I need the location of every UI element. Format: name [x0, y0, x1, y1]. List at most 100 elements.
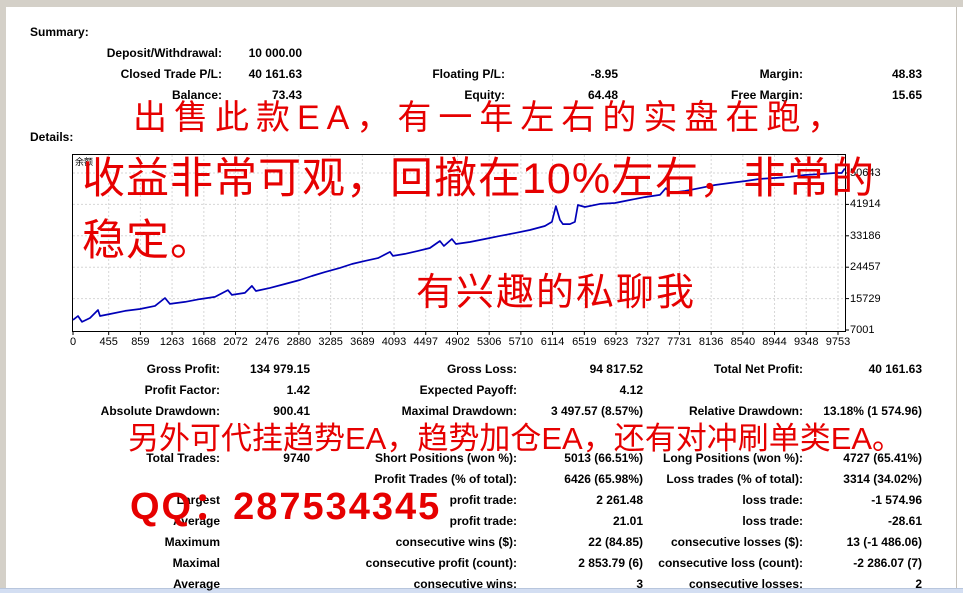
field-value: 134 979.15: [249, 362, 310, 376]
field-label: profit trade:: [449, 514, 517, 528]
y-tick-label: 41914: [850, 198, 881, 211]
field-value: 4.12: [619, 383, 643, 397]
field-label: Margin:: [759, 67, 803, 81]
field-label: loss trade:: [742, 493, 803, 507]
field-value: 6426 (65.98%): [564, 472, 643, 486]
field-value: 13.18% (1 574.96): [823, 404, 922, 418]
details-row: Average profit trade: 21.01 loss trade: …: [0, 514, 963, 528]
details-row: Absolute Drawdown: 900.41 Maximal Drawdo…: [0, 404, 963, 418]
ad-text-line-5: 另外可代挂趋势EA，趋势加仓EA，还有对冲刷单类EA。: [128, 421, 904, 456]
summary-row: Deposit/Withdrawal: 10 000.00: [0, 46, 963, 60]
field-value: 4727 (65.41%): [843, 451, 922, 465]
field-label: Equity:: [464, 88, 505, 102]
x-tick-label: 859: [131, 336, 150, 348]
field-label: consecutive loss (count):: [658, 556, 803, 570]
y-tick-label: 15729: [850, 292, 881, 305]
field-label: consecutive wins:: [413, 577, 517, 591]
field-label: Closed Trade P/L:: [120, 67, 222, 81]
details-section-title: Details:: [30, 130, 74, 144]
field-value: 15.65: [891, 88, 922, 102]
field-value: 5013 (66.51%): [564, 451, 643, 465]
field-value: 900.41: [273, 404, 310, 418]
details-row: Total Trades: 9740 Short Positions (won …: [0, 451, 963, 465]
field-value: 40 161.63: [868, 362, 922, 376]
field-label: Short Positions (won %):: [375, 451, 517, 465]
field-value: 2: [915, 577, 922, 591]
x-tick-label: 5306: [476, 336, 502, 348]
field-value: 48.83: [891, 67, 922, 81]
details-row: Profit Factor: 1.42 Expected Payoff: 4.1…: [0, 383, 963, 397]
field-label: consecutive profit (count):: [365, 556, 517, 570]
field-value: 64.48: [587, 88, 618, 102]
x-tick-label: 2072: [223, 336, 248, 348]
details-row: Largest profit trade: 2 261.48 loss trad…: [0, 493, 963, 507]
details-row: Maximal consecutive profit (count): 2 85…: [0, 556, 963, 570]
balance-chart-svg: [72, 155, 849, 335]
x-tick-label: 4093: [381, 336, 407, 348]
field-value: 13 (-1 486.06): [846, 535, 922, 549]
equity-curve: [72, 168, 846, 323]
x-tick-label: 6114: [540, 336, 565, 348]
field-label: Gross Loss:: [446, 362, 517, 376]
ad-text-line-2: 收益非常可观，回撤在10%左右，非常的: [82, 155, 876, 203]
field-label: Floating P/L:: [432, 67, 505, 81]
field-value: -1 574.96: [871, 493, 922, 507]
x-tick-label: 1263: [159, 336, 185, 348]
details-row: Profit Trades (% of total): 6426 (65.98%…: [0, 472, 963, 486]
details-row: Average consecutive wins: 3 consecutive …: [0, 577, 963, 591]
summary-section-title: Summary:: [30, 25, 89, 39]
field-value: 73.43: [271, 88, 302, 102]
field-label: Balance:: [171, 88, 222, 102]
field-value: 1.42: [286, 383, 310, 397]
field-label: Free Margin:: [730, 88, 803, 102]
field-label: Expected Payoff:: [419, 383, 517, 397]
ad-text-line-3: 稳定。: [82, 217, 214, 265]
field-label: Maximal: [172, 556, 220, 570]
x-tick-label: 6519: [572, 336, 597, 348]
x-tick-label: 1668: [191, 336, 217, 348]
window-border-bottom: [0, 588, 963, 593]
field-value: -8.95: [590, 67, 618, 81]
field-value: 3314 (34.02%): [843, 472, 922, 486]
field-label: Maximal Drawdown:: [401, 404, 517, 418]
ad-text-line-4: 有兴趣的私聊我: [416, 272, 697, 314]
field-value: 21.01: [612, 514, 643, 528]
y-tick-label: 50643: [850, 167, 881, 179]
field-label: Profit Trades (% of total):: [374, 472, 517, 486]
x-tick-label: 3285: [318, 336, 343, 348]
x-tick-label: 8944: [762, 336, 787, 348]
x-tick-label: 8136: [698, 336, 724, 348]
x-tick-label: 2880: [286, 336, 312, 348]
x-tick-label: 9348: [793, 336, 819, 348]
field-label: Largest: [176, 493, 220, 507]
field-value: 9740: [283, 451, 310, 465]
field-label: consecutive losses:: [688, 577, 803, 591]
details-row: Gross Profit: 134 979.15 Gross Loss: 94 …: [0, 362, 963, 376]
field-value: 22 (84.85): [588, 535, 643, 549]
field-label: Gross Profit:: [146, 362, 220, 376]
field-label: Absolute Drawdown:: [100, 404, 220, 418]
x-tick-label: 455: [99, 336, 118, 348]
field-value: -28.61: [887, 514, 922, 528]
field-value: 10 000.00: [248, 46, 302, 60]
field-label: Profit Factor:: [144, 383, 220, 397]
summary-row: Balance: 73.43 Equity: 64.48 Free Margin…: [0, 88, 963, 102]
x-tick-label: 3689: [350, 336, 375, 348]
field-label: Loss trades (% of total):: [666, 472, 803, 486]
x-tick-label: 8540: [730, 336, 756, 348]
y-tick-label: 7001: [850, 324, 875, 336]
y-tick-label: 33186: [850, 229, 881, 242]
balance-chart: 余额: [72, 154, 849, 335]
field-label: Maximum: [164, 535, 220, 549]
field-label: Long Positions (won %):: [663, 451, 803, 465]
field-label: Total Net Profit:: [713, 362, 803, 376]
field-value: 3 497.57 (8.57%): [550, 404, 643, 418]
x-tick-label: 4902: [445, 336, 470, 348]
field-label: loss trade:: [742, 514, 803, 528]
summary-row: Closed Trade P/L: 40 161.63 Floating P/L…: [0, 67, 963, 81]
x-tick-label: 4497: [413, 336, 438, 348]
field-label: Relative Drawdown:: [688, 404, 803, 418]
field-label: Average: [173, 577, 220, 591]
field-value: 2 261.48: [596, 493, 643, 507]
